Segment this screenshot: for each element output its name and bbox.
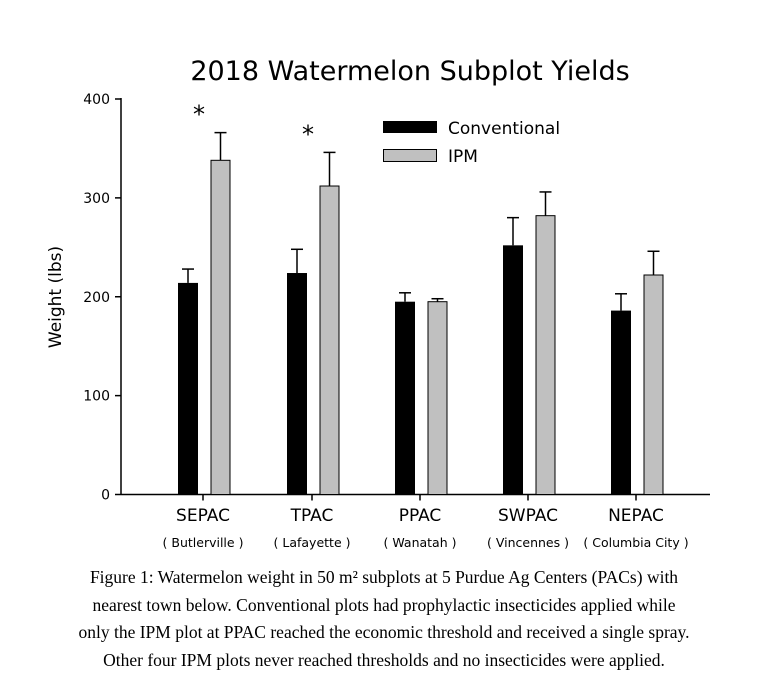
legend-swatch-conventional xyxy=(383,121,437,133)
x-tick-label: PPAC xyxy=(399,506,442,526)
x-tick-sublabel: ( Lafayette ) xyxy=(274,535,351,550)
bar-chart: 2018 Watermelon Subplot Yields Weight (l… xyxy=(46,56,710,550)
y-tick-label: 400 xyxy=(83,92,110,108)
bar-conventional-swpac xyxy=(503,245,523,495)
caption-line: only the IPM plot at PPAC reached the ec… xyxy=(78,622,690,642)
bar-conventional-nepac xyxy=(611,310,631,495)
figure-caption: Figure 1: Watermelon weight in 50 m² sub… xyxy=(0,564,768,674)
x-tick-sublabel: ( Butlerville ) xyxy=(163,535,244,550)
bar-ipm-swpac xyxy=(535,215,556,496)
y-axis-label: Weight (lbs) xyxy=(46,246,66,348)
y-tick-label: 200 xyxy=(83,290,110,306)
bar-conventional-tpac xyxy=(287,273,307,495)
caption-line: Figure 1: Watermelon weight in 50 m² sub… xyxy=(89,567,679,587)
x-tick-label: NEPAC xyxy=(608,506,664,526)
x-tick-sublabel: ( Wanatah ) xyxy=(384,535,457,550)
chart-title: 2018 Watermelon Subplot Yields xyxy=(190,56,629,87)
y-tick-label: 100 xyxy=(83,389,110,405)
caption-line: Other four IPM plots never reached thres… xyxy=(103,649,665,670)
bar-ipm-tpac xyxy=(319,185,340,495)
x-tick-label: SEPAC xyxy=(176,506,230,526)
significance-asterisk: * xyxy=(193,101,205,129)
bar-conventional-ppac xyxy=(395,301,415,495)
bar-ipm-nepac xyxy=(643,274,664,495)
bar-ipm-sepac xyxy=(210,159,231,496)
bar-conventional-sepac xyxy=(178,282,198,495)
x-tick-sublabel: ( Vincennes ) xyxy=(487,535,569,550)
x-tick-label: TPAC xyxy=(290,506,334,526)
y-tick-label: 300 xyxy=(83,191,110,207)
bar-ipm-ppac xyxy=(427,301,448,495)
y-tick-label: 0 xyxy=(101,488,110,504)
legend-label-ipm: IPM xyxy=(448,147,478,167)
legend-swatch-ipm xyxy=(383,149,437,162)
caption-line: nearest town below. Conventional plots h… xyxy=(92,594,676,615)
legend-label-conventional: Conventional xyxy=(448,119,560,139)
x-tick-label: SWPAC xyxy=(498,506,558,526)
significance-asterisk: * xyxy=(302,120,314,148)
x-tick-sublabel: ( Columbia City ) xyxy=(583,535,688,550)
